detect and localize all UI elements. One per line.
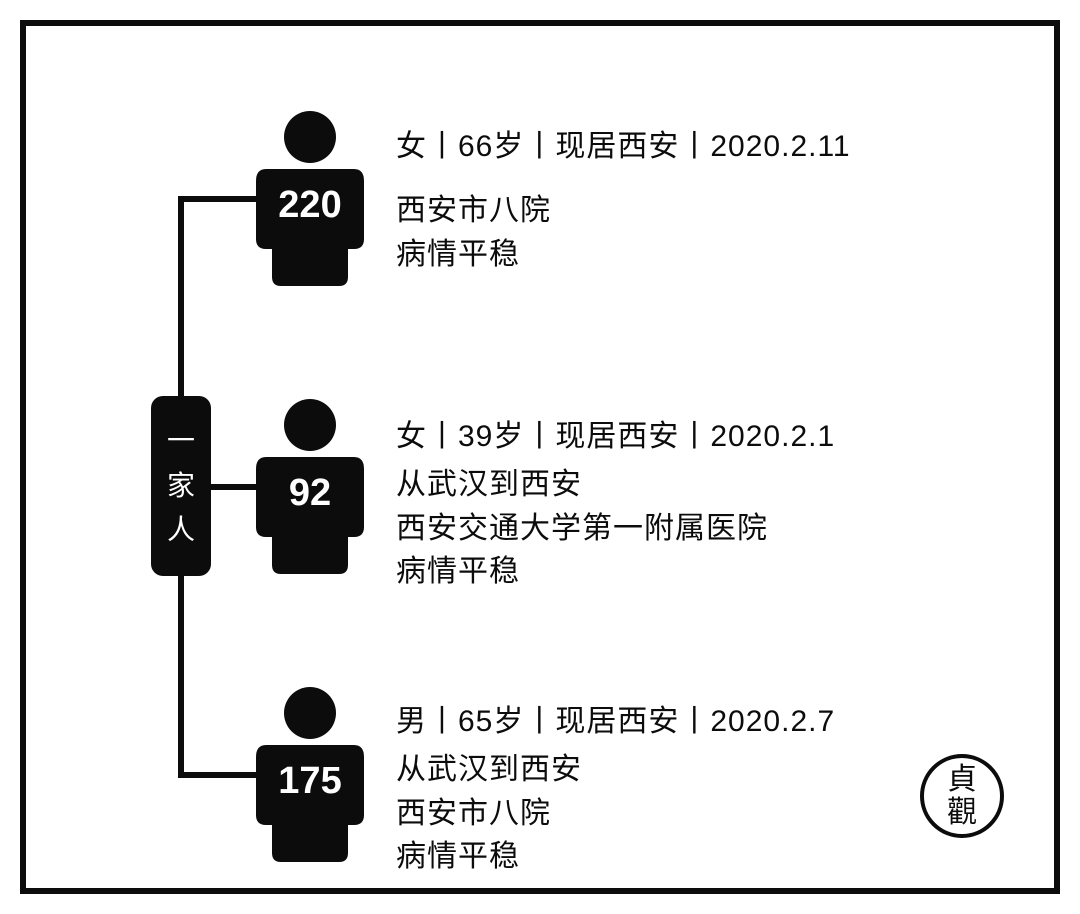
person-line-3-1: 西安市八院	[396, 792, 835, 836]
person-info-1: 女丨66岁丨现居西安丨2020.2.11 西安市八院 病情平稳	[396, 121, 851, 276]
person-header-3: 男丨65岁丨现居西安丨2020.2.7	[396, 696, 835, 740]
person-line-1-1: 病情平稳	[396, 233, 851, 277]
person-header-2: 女丨39岁丨现居西安丨2020.2.1	[396, 411, 835, 455]
family-char-1: 一	[167, 419, 195, 464]
stamp-char-2: 觀	[947, 796, 977, 829]
diagram-frame: 一 家 人 220 女丨66岁丨现居西安丨2020.2.11 西安市八院 病情平…	[20, 20, 1060, 894]
stamp-seal: 貞 觀	[920, 754, 1004, 838]
person-icon-2: 92	[256, 399, 364, 574]
family-char-2: 家	[167, 464, 195, 509]
person-line-2-2: 病情平稳	[396, 550, 835, 594]
person-line-2-0: 从武汉到西安	[396, 463, 835, 507]
person-line-3-2: 病情平稳	[396, 835, 835, 879]
person-icon-1: 220	[256, 111, 364, 286]
person-number-2: 92	[256, 472, 364, 515]
person-line-1-0: 西安市八院	[396, 189, 851, 233]
connector-horizontal-1	[178, 196, 258, 202]
connector-horizontal-3	[178, 772, 258, 778]
person-header-1: 女丨66岁丨现居西安丨2020.2.11	[396, 121, 851, 165]
person-info-3: 男丨65岁丨现居西安丨2020.2.7 从武汉到西安 西安市八院 病情平稳	[396, 696, 835, 879]
family-char-3: 人	[167, 508, 195, 553]
stamp-char-1: 貞	[947, 763, 977, 796]
person-number-3: 175	[256, 760, 364, 803]
family-badge: 一 家 人	[151, 396, 211, 576]
person-number-1: 220	[256, 184, 364, 227]
person-info-2: 女丨39岁丨现居西安丨2020.2.1 从武汉到西安 西安交通大学第一附属医院 …	[396, 411, 835, 594]
person-line-2-1: 西安交通大学第一附属医院	[396, 507, 835, 551]
person-line-3-0: 从武汉到西安	[396, 748, 835, 792]
person-icon-3: 175	[256, 687, 364, 862]
